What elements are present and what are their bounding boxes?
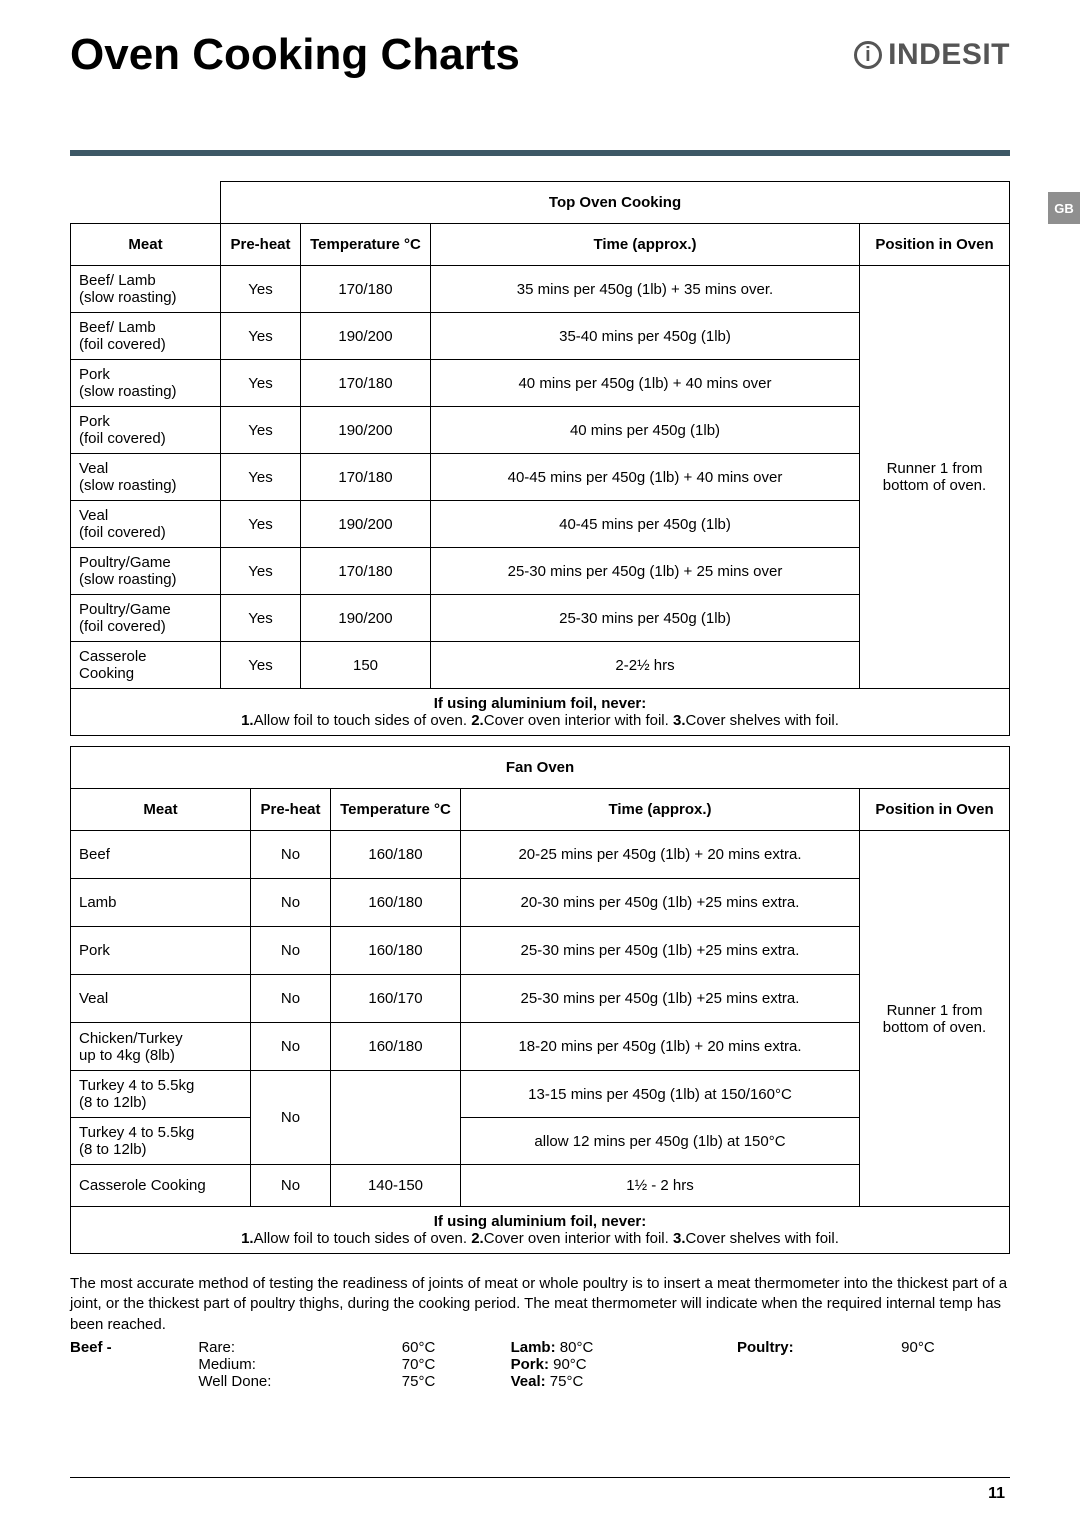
cell-preheat: No bbox=[251, 1071, 331, 1165]
cell-meat: Pork(slow roasting) bbox=[71, 360, 221, 407]
cell-temp: 190/200 bbox=[301, 407, 431, 454]
cell-preheat: Yes bbox=[221, 454, 301, 501]
cell-meat: Beef bbox=[71, 831, 251, 879]
page-number: 11 bbox=[988, 1485, 1005, 1503]
cell-meat: CasseroleCooking bbox=[71, 642, 221, 689]
cell-temp: 160/170 bbox=[331, 975, 461, 1023]
divider bbox=[70, 150, 1010, 156]
cell-time: 25-30 mins per 450g (1lb) +25 mins extra… bbox=[461, 975, 860, 1023]
th-pos: Position in Oven bbox=[860, 224, 1010, 266]
cell-preheat: Yes bbox=[221, 642, 301, 689]
top-oven-table: Top Oven Cooking Meat Pre-heat Temperatu… bbox=[70, 181, 1010, 736]
cell-preheat: Yes bbox=[221, 360, 301, 407]
cell-temp: 160/180 bbox=[331, 1023, 461, 1071]
cell-temp: 140-150 bbox=[331, 1165, 461, 1207]
cell-temp: 160/180 bbox=[331, 831, 461, 879]
cell-position: Runner 1 from bottom of oven. bbox=[860, 266, 1010, 689]
table-row: Beef/ Lamb(slow roasting)Yes170/18035 mi… bbox=[71, 266, 1010, 313]
th-time: Time (approx.) bbox=[461, 789, 860, 831]
cell-preheat: Yes bbox=[221, 407, 301, 454]
cell-temp bbox=[331, 1071, 461, 1165]
th-preheat: Pre-heat bbox=[221, 224, 301, 266]
th-time: Time (approx.) bbox=[431, 224, 860, 266]
cell-preheat: Yes bbox=[221, 501, 301, 548]
cell-time: 35-40 mins per 450g (1lb) bbox=[431, 313, 860, 360]
cell-time: 25-30 mins per 450g (1lb) +25 mins extra… bbox=[461, 927, 860, 975]
cell-meat: Veal bbox=[71, 975, 251, 1023]
cell-temp: 190/200 bbox=[301, 595, 431, 642]
cell-preheat: No bbox=[251, 927, 331, 975]
cell-preheat: Yes bbox=[221, 313, 301, 360]
th-meat: Meat bbox=[71, 789, 251, 831]
cell-meat: Casserole Cooking bbox=[71, 1165, 251, 1207]
cell-time: 40 mins per 450g (1lb) bbox=[431, 407, 860, 454]
cell-time: 20-30 mins per 450g (1lb) +25 mins extra… bbox=[461, 879, 860, 927]
cell-preheat: No bbox=[251, 1023, 331, 1071]
cell-time: 40-45 mins per 450g (1lb) bbox=[431, 501, 860, 548]
cell-meat: Beef/ Lamb(slow roasting) bbox=[71, 266, 221, 313]
region-tab: GB bbox=[1048, 192, 1080, 224]
cell-time: 25-30 mins per 450g (1lb) + 25 mins over bbox=[431, 548, 860, 595]
cell-meat: Beef/ Lamb(foil covered) bbox=[71, 313, 221, 360]
cell-time: 1½ - 2 hrs bbox=[461, 1165, 860, 1207]
cell-time: 20-25 mins per 450g (1lb) + 20 mins extr… bbox=[461, 831, 860, 879]
page-title: Oven Cooking Charts bbox=[70, 30, 520, 80]
fan-oven-table: Fan Oven Meat Pre-heat Temperature °C Ti… bbox=[70, 746, 1010, 1254]
cell-time: 40 mins per 450g (1lb) + 40 mins over bbox=[431, 360, 860, 407]
table-row: BeefNo160/18020-25 mins per 450g (1lb) +… bbox=[71, 831, 1010, 879]
thermometer-paragraph: The most accurate method of testing the … bbox=[70, 1274, 1010, 1335]
cell-time: allow 12 mins per 450g (1lb) at 150°C bbox=[461, 1118, 860, 1165]
internal-temps: Beef - Rare:60°C Lamb: 80°C Poultry:90°C… bbox=[70, 1339, 1010, 1390]
th-preheat: Pre-heat bbox=[251, 789, 331, 831]
footer-divider bbox=[70, 1477, 1010, 1478]
foil-note-top: If using aluminium foil, never: 1.Allow … bbox=[71, 689, 1010, 736]
cell-temp: 190/200 bbox=[301, 501, 431, 548]
th-temp: Temperature °C bbox=[331, 789, 461, 831]
foil-note-fan: If using aluminium foil, never: 1.Allow … bbox=[71, 1207, 1010, 1254]
cell-temp: 170/180 bbox=[301, 266, 431, 313]
cell-meat: Chicken/Turkeyup to 4kg (8lb) bbox=[71, 1023, 251, 1071]
cell-meat: Turkey 4 to 5.5kg(8 to 12lb) bbox=[71, 1118, 251, 1165]
cell-preheat: No bbox=[251, 975, 331, 1023]
cell-temp: 160/180 bbox=[331, 879, 461, 927]
cell-temp: 170/180 bbox=[301, 454, 431, 501]
cell-meat: Veal(foil covered) bbox=[71, 501, 221, 548]
cell-time: 35 mins per 450g (1lb) + 35 mins over. bbox=[431, 266, 860, 313]
th-temp: Temperature °C bbox=[301, 224, 431, 266]
cell-temp: 170/180 bbox=[301, 548, 431, 595]
cell-preheat: No bbox=[251, 831, 331, 879]
cell-meat: Veal(slow roasting) bbox=[71, 454, 221, 501]
header: Oven Cooking Charts i INDESIT bbox=[70, 30, 1010, 80]
cell-temp: 160/180 bbox=[331, 927, 461, 975]
info-icon: i bbox=[854, 41, 882, 69]
cell-meat: Turkey 4 to 5.5kg(8 to 12lb) bbox=[71, 1071, 251, 1118]
cell-preheat: No bbox=[251, 1165, 331, 1207]
cell-preheat: No bbox=[251, 879, 331, 927]
th-pos: Position in Oven bbox=[860, 789, 1010, 831]
cell-temp: 150 bbox=[301, 642, 431, 689]
cell-position: Runner 1 from bottom of oven. bbox=[860, 831, 1010, 1207]
cell-meat: Pork bbox=[71, 927, 251, 975]
cell-temp: 170/180 bbox=[301, 360, 431, 407]
brand-logo: i INDESIT bbox=[854, 38, 1010, 72]
cell-preheat: Yes bbox=[221, 548, 301, 595]
cell-time: 2-2½ hrs bbox=[431, 642, 860, 689]
top-oven-title: Top Oven Cooking bbox=[221, 182, 1010, 224]
th-meat: Meat bbox=[71, 224, 221, 266]
cell-preheat: Yes bbox=[221, 595, 301, 642]
cell-time: 25-30 mins per 450g (1lb) bbox=[431, 595, 860, 642]
cell-meat: Lamb bbox=[71, 879, 251, 927]
cell-preheat: Yes bbox=[221, 266, 301, 313]
cell-meat: Pork(foil covered) bbox=[71, 407, 221, 454]
cell-time: 18-20 mins per 450g (1lb) + 20 mins extr… bbox=[461, 1023, 860, 1071]
cell-meat: Poultry/Game(slow roasting) bbox=[71, 548, 221, 595]
cell-time: 13-15 mins per 450g (1lb) at 150/160°C bbox=[461, 1071, 860, 1118]
fan-oven-title: Fan Oven bbox=[71, 747, 1010, 789]
logo-text: INDESIT bbox=[888, 38, 1010, 72]
cell-meat: Poultry/Game(foil covered) bbox=[71, 595, 221, 642]
cell-time: 40-45 mins per 450g (1lb) + 40 mins over bbox=[431, 454, 860, 501]
cell-temp: 190/200 bbox=[301, 313, 431, 360]
